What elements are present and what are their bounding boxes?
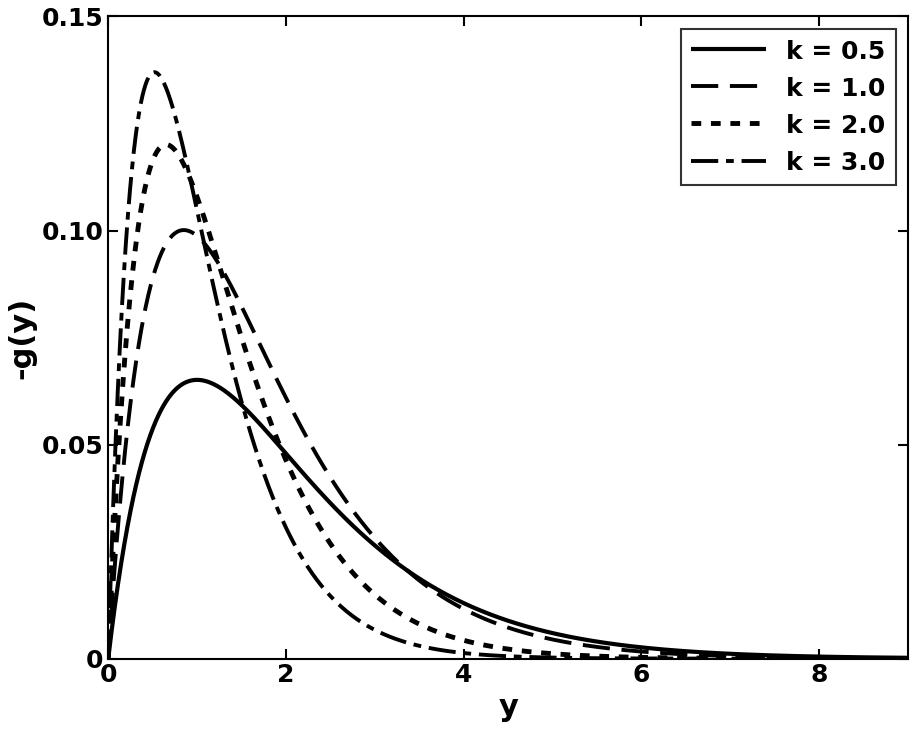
k = 2.0 <box>492 643 503 652</box>
k = 2.0 <box>902 654 913 663</box>
k = 0.5 <box>492 612 503 621</box>
k = 2.0 <box>102 654 113 663</box>
k = 0.5 <box>471 604 482 613</box>
k = 0.5 <box>144 434 155 443</box>
k = 3.0 <box>492 651 503 660</box>
k = 1.0 <box>102 654 113 663</box>
k = 0.5 <box>902 653 913 662</box>
k = 2.0 <box>471 639 482 648</box>
k = 1.0 <box>733 652 744 660</box>
k = 1.0 <box>879 654 890 663</box>
k = 2.0 <box>144 167 155 176</box>
k = 2.0 <box>879 654 890 663</box>
k = 3.0 <box>144 72 155 81</box>
k = 1.0 <box>902 654 913 663</box>
k = 3.0 <box>879 654 890 663</box>
Legend: k = 0.5, k = 1.0, k = 2.0, k = 3.0: k = 0.5, k = 1.0, k = 2.0, k = 3.0 <box>681 29 896 185</box>
X-axis label: y: y <box>498 693 518 722</box>
k = 0.5 <box>879 653 890 662</box>
k = 3.0 <box>733 654 744 663</box>
k = 1.0 <box>144 288 155 297</box>
k = 0.5 <box>102 654 113 663</box>
Line: k = 1.0: k = 1.0 <box>108 230 908 658</box>
Y-axis label: -g(y): -g(y) <box>7 297 36 378</box>
k = 0.5 <box>733 650 744 658</box>
k = 3.0 <box>879 654 890 663</box>
k = 1.0 <box>471 611 482 620</box>
Line: k = 0.5: k = 0.5 <box>108 380 908 658</box>
k = 3.0 <box>102 654 113 663</box>
k = 1.0 <box>178 226 189 235</box>
k = 3.0 <box>149 68 160 77</box>
k = 1.0 <box>492 620 503 628</box>
k = 3.0 <box>902 654 913 663</box>
k = 2.0 <box>733 654 744 663</box>
k = 0.5 <box>191 375 202 384</box>
Line: k = 3.0: k = 3.0 <box>108 72 908 658</box>
k = 0.5 <box>879 653 890 662</box>
k = 3.0 <box>471 650 482 658</box>
k = 1.0 <box>879 654 890 663</box>
Line: k = 2.0: k = 2.0 <box>108 144 908 658</box>
k = 2.0 <box>160 140 171 149</box>
k = 2.0 <box>879 654 890 663</box>
